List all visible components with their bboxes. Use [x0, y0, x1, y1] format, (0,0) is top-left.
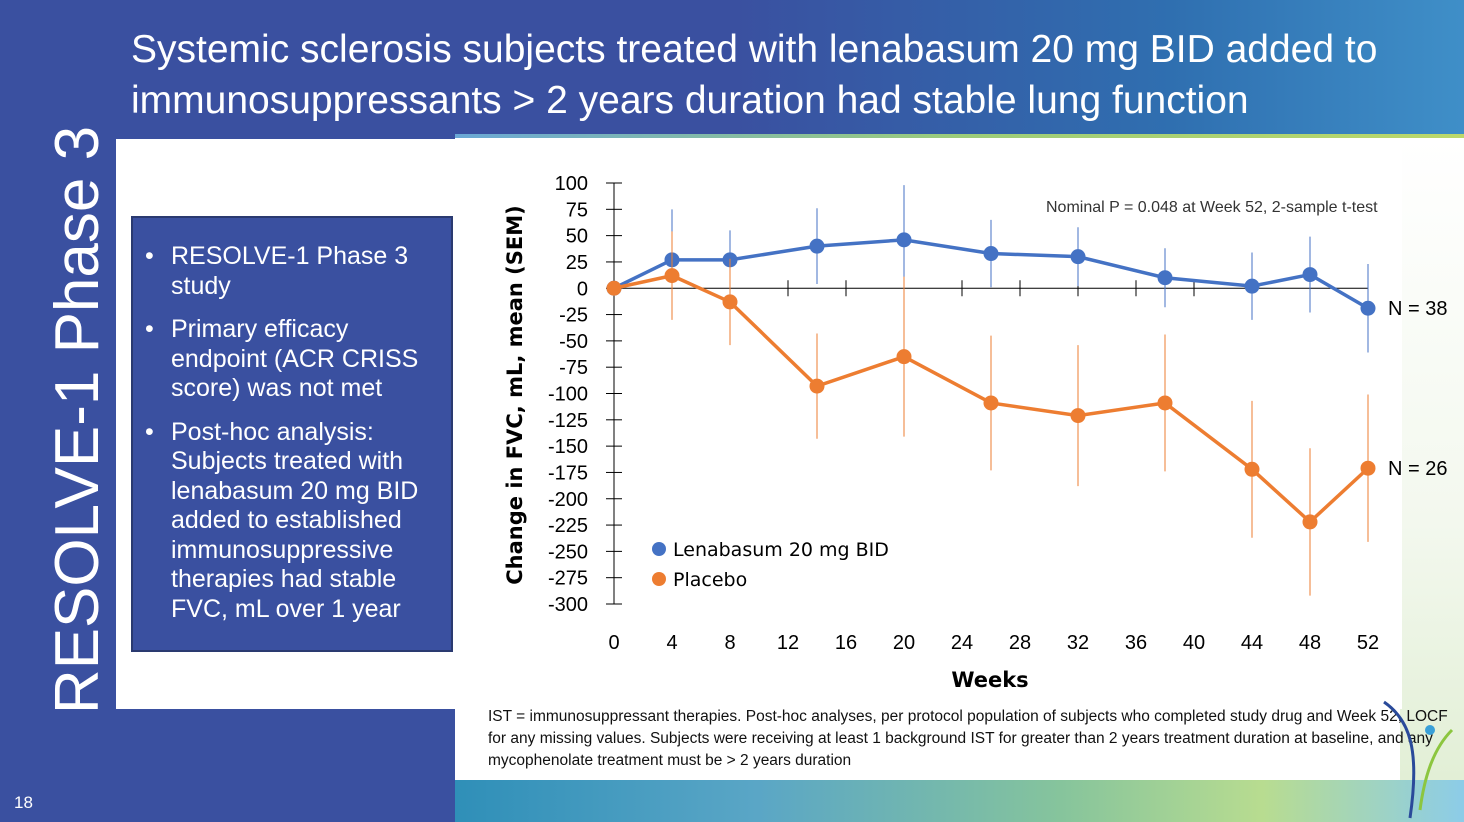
y-tick-label: -300	[548, 594, 588, 616]
x-tick-label: 32	[1067, 632, 1089, 654]
section-title: RESOLVE-1 Phase 3	[43, 125, 112, 715]
y-tick-label: -25	[559, 305, 588, 327]
x-tick-label: 16	[835, 632, 857, 654]
footnote: IST = immunosuppressant therapies. Post-…	[488, 708, 1448, 769]
x-tick-label: 48	[1299, 632, 1321, 654]
x-tick-label: 40	[1183, 632, 1205, 654]
legend-marker	[652, 572, 666, 586]
y-tick-label: 75	[566, 199, 588, 221]
data-point	[1244, 278, 1260, 294]
series-end-label: N = 38	[1388, 298, 1447, 320]
data-point	[1302, 514, 1318, 530]
chart-legend: Lenabasum 20 mg BID Placebo	[652, 539, 889, 591]
data-point	[1360, 460, 1376, 476]
data-point	[1070, 249, 1086, 265]
data-point	[896, 349, 912, 365]
summary-box: RESOLVE-1 Phase 3 study Primary efficacy…	[131, 216, 453, 652]
y-tick-label: -100	[548, 384, 588, 406]
y-tick-label: -75	[559, 357, 588, 379]
data-point	[722, 294, 738, 310]
x-tick-label: 24	[951, 632, 973, 654]
fvc-line-chart: 100 75 50 25 0 -25 -50 -75 -100 -125 -150 -175 -200 -…	[503, 173, 1447, 692]
summary-bullet: Primary efficacy endpoint (ACR CRISS sco…	[145, 315, 451, 404]
data-point	[896, 232, 912, 248]
data-point	[664, 268, 680, 284]
y-tick-label: -225	[548, 515, 588, 537]
summary-bullet: RESOLVE-1 Phase 3 study	[145, 242, 451, 301]
data-point	[809, 378, 825, 394]
y-tick-label: -150	[548, 436, 588, 458]
x-axis-label: Weeks	[951, 668, 1028, 692]
legend-label: Placebo	[673, 569, 747, 591]
x-tick-label: 36	[1125, 632, 1147, 654]
x-tick-label: 0	[608, 632, 619, 654]
y-tick-label: -50	[559, 331, 588, 353]
chart-series: N = 38 N = 26	[606, 185, 1447, 596]
data-point	[983, 395, 999, 411]
y-tick-label: -250	[548, 541, 588, 563]
y-tick-label: -125	[548, 410, 588, 432]
summary-bullet: Post-hoc analysis: Subjects treated with…	[145, 418, 451, 625]
slide-header-band	[0, 0, 1464, 137]
right-background-fade	[1400, 138, 1464, 780]
x-tick-label: 8	[724, 632, 735, 654]
x-tick-label: 52	[1357, 632, 1379, 654]
data-point	[1360, 300, 1376, 316]
legend-label: Lenabasum 20 mg BID	[673, 539, 889, 561]
slide-title: Systemic sclerosis subjects treated with…	[131, 28, 1378, 122]
y-tick-label: 50	[566, 226, 588, 248]
data-point	[1157, 270, 1173, 286]
y-tick-label: 0	[577, 278, 588, 300]
summary-list: RESOLVE-1 Phase 3 study Primary efficacy…	[133, 218, 451, 624]
data-point	[1244, 461, 1260, 477]
data-point	[1070, 408, 1086, 424]
chart-axes: 100 75 50 25 0 -25 -50 -75 -100 -125 -150 -175 -200 -…	[548, 173, 1379, 654]
company-logo-swoosh	[1383, 700, 1454, 819]
data-point	[983, 246, 999, 262]
x-tick-label: 4	[666, 632, 677, 654]
data-point	[606, 280, 622, 296]
y-tick-label: -275	[548, 568, 588, 590]
legend-marker	[652, 542, 666, 556]
x-tick-label: 44	[1241, 632, 1263, 654]
x-tick-label: 28	[1009, 632, 1031, 654]
data-point	[809, 238, 825, 254]
footer-band	[455, 780, 1464, 822]
series-end-label: N = 26	[1388, 458, 1447, 480]
series-placebo: N = 26	[606, 231, 1447, 596]
y-axis-label: Change in FVC, mL, mean (SEM)	[503, 205, 527, 585]
y-tick-label: -175	[548, 462, 588, 484]
p-value-annotation: Nominal P = 0.048 at Week 52, 2-sample t…	[1046, 199, 1378, 216]
section-title-container: RESOLVE-1 Phase 3	[8, 100, 148, 740]
y-tick-label: 100	[555, 173, 588, 195]
y-tick-label: 25	[566, 252, 588, 274]
page-number: 18	[14, 793, 33, 812]
x-tick-label: 12	[777, 632, 799, 654]
data-point	[1302, 267, 1318, 283]
x-tick-label: 20	[893, 632, 915, 654]
data-point	[1157, 395, 1173, 411]
header-accent-line	[455, 134, 1464, 138]
y-tick-label: -200	[548, 489, 588, 511]
